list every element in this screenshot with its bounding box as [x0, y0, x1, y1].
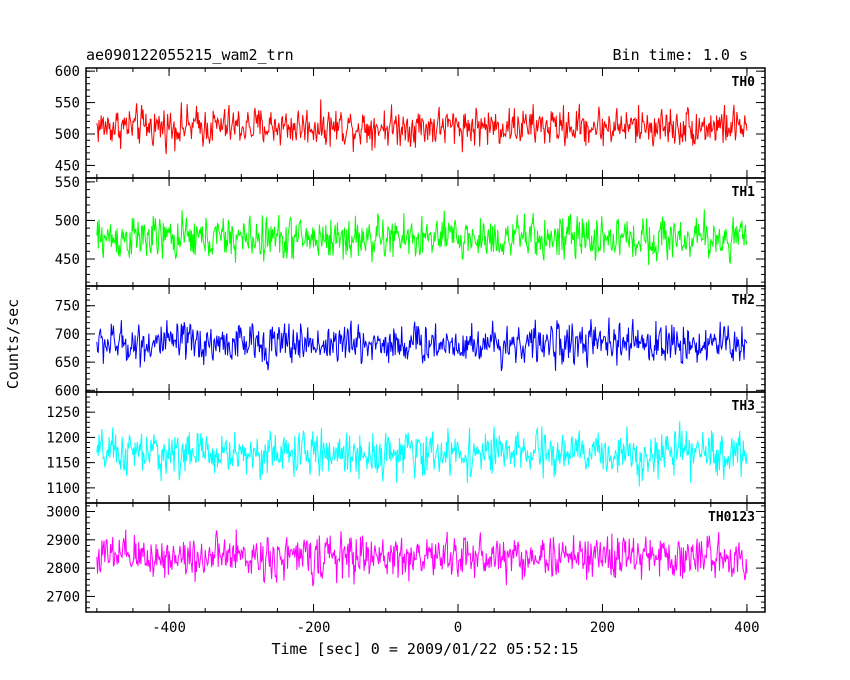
y-tick-label: 1200 [46, 430, 80, 446]
x-tick-label: 400 [734, 620, 759, 636]
y-tick-label: 600 [55, 64, 80, 80]
series-line-th1 [96, 209, 748, 266]
bin-time-label: Bin time: 1.0 s [613, 46, 748, 64]
x-tick-label: -400 [152, 620, 186, 636]
y-axis-label: Counts/sec [4, 299, 22, 389]
x-axis: -400 -200 0 200 400 [152, 620, 759, 636]
series-line-th0123 [96, 529, 748, 587]
y-tick-label: 1150 [46, 456, 80, 472]
y-tick-label: 3000 [46, 504, 80, 520]
series-line-th3 [96, 420, 748, 487]
x-tick-label: -200 [297, 620, 331, 636]
y-tick-label: 2900 [46, 533, 80, 549]
y-tick-label: 450 [55, 158, 80, 174]
series-label-th1: TH1 [732, 185, 756, 200]
y-tick-label: 1250 [46, 405, 80, 421]
series-label-th2: TH2 [732, 293, 755, 308]
y-tick-label: 550 [55, 175, 80, 191]
x-axis-label: Time [sec] 0 = 2009/01/22 05:52:15 [271, 640, 578, 658]
y-tick-label: 600 [55, 383, 80, 399]
y-tick-label: 1100 [46, 481, 80, 497]
y-tick-label: 550 [55, 96, 80, 112]
panel-th2: 600 650 700 750 TH2 [55, 285, 766, 399]
series-label-th3: TH3 [732, 399, 755, 414]
y-tick-label: 2800 [46, 561, 80, 577]
panel-th3: 1100 1150 1200 1250 TH3 [46, 391, 766, 504]
series-line-th0 [96, 99, 748, 155]
x-tick-label: 0 [454, 620, 462, 636]
y-tick-label: 450 [55, 252, 80, 268]
panel-th0: 450 500 550 600 TH0 [55, 64, 766, 179]
observation-id-label: ae090122055215_wam2_trn [86, 46, 294, 64]
y-tick-label: 750 [55, 299, 80, 315]
series-line-th2 [96, 317, 748, 372]
panel-th0123: 2700 2800 2900 3000 TH0123 [46, 502, 766, 613]
x-tick-label: 200 [590, 620, 615, 636]
panel-frame [85, 502, 766, 613]
panels-group: 450 500 550 600 TH0 450 500 550 TH1 600 650 700 750 T… [46, 64, 766, 613]
y-tick-label: 2700 [46, 589, 80, 605]
panel-th1: 450 500 550 TH1 [55, 175, 766, 287]
series-label-th0: TH0 [732, 75, 756, 90]
series-label-th0123: TH0123 [708, 510, 755, 525]
y-tick-label: 700 [55, 327, 80, 343]
y-tick-label: 500 [55, 127, 80, 143]
y-tick-label: 500 [55, 213, 80, 229]
y-tick-label: 650 [55, 355, 80, 371]
